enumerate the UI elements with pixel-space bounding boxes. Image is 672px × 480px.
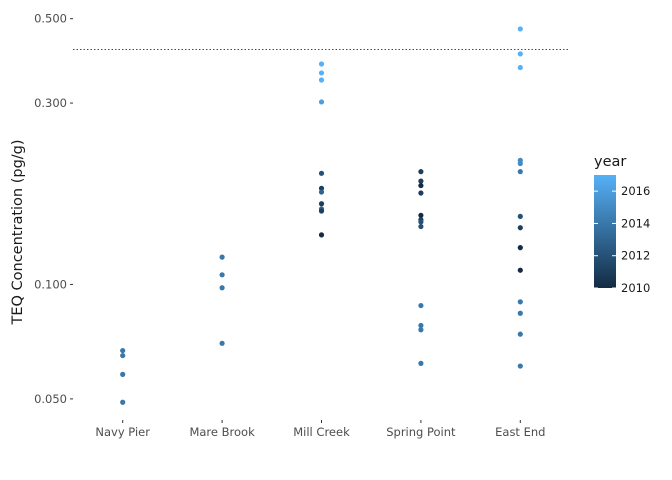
data-points [120, 26, 523, 405]
legend-tick-label: 2014 [621, 216, 650, 230]
data-point [517, 331, 523, 337]
data-point [418, 178, 424, 184]
y-tick-label: 0.500 [34, 12, 67, 26]
data-point [418, 190, 424, 196]
data-point [517, 299, 523, 305]
data-point [318, 189, 325, 195]
data-point [318, 70, 325, 76]
y-tick-label: 0.100 [34, 277, 67, 291]
data-point [517, 213, 523, 220]
data-point [418, 212, 424, 218]
data-point [517, 26, 523, 32]
data-point [219, 340, 225, 346]
x-axis: Navy Pier Mare Brook Mill Creek Spring Poin… [95, 420, 545, 439]
y-axis-title: TEQ Concentration (pg/g) [10, 139, 26, 325]
data-point [418, 182, 424, 189]
data-point [517, 310, 523, 316]
data-point [418, 302, 424, 309]
data-point [318, 170, 325, 176]
data-point [418, 169, 424, 175]
data-point [517, 245, 523, 251]
data-point [517, 267, 523, 273]
data-point [517, 64, 523, 71]
x-tick-label: Spring Point [386, 425, 456, 439]
data-point [517, 160, 523, 167]
legend-tick-label: 2016 [621, 184, 650, 198]
x-tick-label: East End [495, 425, 545, 439]
y-tick-label: 0.300 [34, 96, 67, 110]
x-tick-label: Mare Brook [189, 425, 255, 439]
legend: year 2010 2012 2014 2016 [594, 154, 650, 295]
data-point [517, 225, 523, 231]
legend-colorbar [594, 175, 616, 288]
legend-ticks: 2010 2012 2014 2016 [594, 184, 650, 295]
data-point [318, 201, 325, 207]
data-point [418, 219, 424, 225]
legend-title: year [594, 154, 626, 170]
data-point [219, 254, 225, 260]
data-point [418, 327, 424, 333]
x-tick-label: Mill Creek [293, 425, 350, 439]
data-point [318, 232, 325, 238]
data-point [517, 169, 523, 175]
legend-tick-label: 2010 [621, 281, 650, 295]
data-point [120, 399, 126, 405]
data-point [219, 285, 225, 291]
y-axis: 0.050 0.100 0.300 0.500 [34, 12, 73, 406]
data-point [120, 352, 126, 359]
data-point [418, 360, 424, 366]
data-point [219, 272, 225, 278]
data-point [318, 61, 325, 67]
data-point [120, 347, 126, 354]
y-tick-label: 0.050 [34, 392, 67, 406]
data-point [517, 363, 523, 369]
data-point [517, 51, 523, 57]
data-point [318, 77, 325, 83]
data-point [318, 99, 325, 105]
data-point [418, 223, 424, 230]
data-point [418, 322, 424, 329]
x-tick-label: Navy Pier [95, 425, 150, 439]
legend-tick-label: 2012 [621, 249, 650, 263]
data-point [120, 371, 126, 377]
data-point [318, 208, 325, 214]
data-point [318, 185, 325, 191]
